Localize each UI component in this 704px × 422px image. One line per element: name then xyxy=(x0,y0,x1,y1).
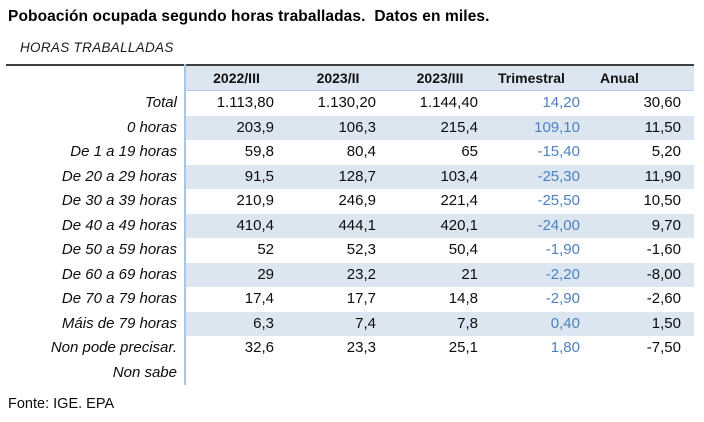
column-header-2023-iii: 2023/III xyxy=(389,64,491,91)
cell: 1.113,80 xyxy=(216,94,274,111)
row-label: Non pode precisar. Non sabe xyxy=(6,336,186,385)
table-row: Máis de 79 horas 6,3 7,4 7,8 0,40 1,50 xyxy=(6,311,694,336)
cell: -15,40 xyxy=(537,143,580,160)
cell: -2,90 xyxy=(545,290,580,307)
cell: 5,20 xyxy=(651,143,681,160)
cell: 52,3 xyxy=(346,241,376,258)
page-title: Poboación ocupada segundo horas traballa… xyxy=(8,8,490,25)
cell: 420,1 xyxy=(389,213,491,238)
corner-cell xyxy=(6,64,186,91)
cell: 246,9 xyxy=(338,192,376,209)
cell: -2,20 xyxy=(491,262,593,287)
table-row: De 20 a 29 horas 91,5 128,7 103,4 -25,30 11,9… xyxy=(6,164,694,189)
cell: 30,60 xyxy=(643,94,681,111)
cell: -25,30 xyxy=(491,164,593,189)
cell: 1.130,20 xyxy=(317,94,376,111)
cell: 52 xyxy=(257,241,274,258)
cell: 23,3 xyxy=(346,339,376,356)
row-label: De 20 a 29 horas xyxy=(6,164,186,189)
cell: 25,1 xyxy=(448,339,478,356)
source-note: Fonte: IGE. EPA xyxy=(8,396,115,412)
table-row: 0 horas 203,9 106,3 215,4 109,10 11,50 xyxy=(6,115,694,140)
column-header-2022-iii: 2022/III xyxy=(185,64,287,91)
cell: 14,20 xyxy=(542,94,580,111)
table-row: De 50 a 59 horas 52 52,3 50,4 -1,90 -1,60 xyxy=(6,238,694,263)
cell: 410,4 xyxy=(185,213,287,238)
table-row: De 70 a 79 horas 17,4 17,7 14,8 -2,90 -2,60 xyxy=(6,287,694,312)
cell: 221,4 xyxy=(440,192,478,209)
cell: 7,8 xyxy=(389,311,491,336)
cell: 65 xyxy=(461,143,478,160)
row-label: De 60 a 69 horas xyxy=(6,262,186,287)
cell: 10,50 xyxy=(643,192,681,209)
cell: 210,9 xyxy=(236,192,274,209)
table-row: Non pode precisar. Non sabe 32,6 23,3 25,1 1,… xyxy=(6,336,694,385)
cell: 128,7 xyxy=(287,164,389,189)
table-caption: HORAS TRABALLADAS xyxy=(20,40,174,55)
cell: 17,7 xyxy=(346,290,376,307)
cell: 215,4 xyxy=(389,115,491,140)
cell: 1,80 xyxy=(550,339,580,356)
cell: 0,40 xyxy=(491,311,593,336)
table-row: De 60 a 69 horas 29 23,2 21 -2,20 -8,00 xyxy=(6,262,694,287)
cell: 1,50 xyxy=(593,311,694,336)
cell: 59,8 xyxy=(244,143,274,160)
cell: 103,4 xyxy=(389,164,491,189)
column-header-2023-ii: 2023/II xyxy=(287,64,389,91)
row-label: De 50 a 59 horas xyxy=(6,238,186,263)
table-row: De 1 a 19 horas 59,8 80,4 65 -15,40 5,20 xyxy=(6,140,694,165)
cell: -2,60 xyxy=(646,290,681,307)
column-header-anual: Anual xyxy=(593,64,694,91)
cell: 80,4 xyxy=(346,143,376,160)
cell: 17,4 xyxy=(244,290,274,307)
row-label: De 40 a 49 horas xyxy=(6,213,186,238)
cell: 14,8 xyxy=(448,290,478,307)
row-label: De 70 a 79 horas xyxy=(6,287,186,312)
cell: 91,5 xyxy=(185,164,287,189)
cell: 6,3 xyxy=(185,311,287,336)
cell: -1,90 xyxy=(545,241,580,258)
cell: 29 xyxy=(185,262,287,287)
hours-worked-table: 2022/III 2023/II 2023/III Trimestral Anual T… xyxy=(6,64,694,385)
table-row: De 30 a 39 horas 210,9 246,9 221,4 -25,50 10,… xyxy=(6,189,694,214)
cell: 32,6 xyxy=(244,339,274,356)
cell: 11,90 xyxy=(593,164,694,189)
cell: 7,4 xyxy=(287,311,389,336)
cell: 50,4 xyxy=(448,241,478,258)
cell: -24,00 xyxy=(491,213,593,238)
cell: 1.144,40 xyxy=(419,94,478,111)
cell: 106,3 xyxy=(287,115,389,140)
cell: 9,70 xyxy=(593,213,694,238)
cell: 109,10 xyxy=(491,115,593,140)
report-page: Poboación ocupada segundo horas traballa… xyxy=(0,8,704,422)
row-label: Total xyxy=(6,90,186,116)
table-header-row: 2022/III 2023/II 2023/III Trimestral Anual xyxy=(6,64,694,91)
cell: 23,2 xyxy=(287,262,389,287)
row-label: De 1 a 19 horas xyxy=(6,140,186,165)
cell: -8,00 xyxy=(593,262,694,287)
cell: 11,50 xyxy=(593,115,694,140)
row-label: 0 horas xyxy=(6,115,186,140)
cell: 21 xyxy=(389,262,491,287)
cell: -1,60 xyxy=(646,241,681,258)
cell: 203,9 xyxy=(185,115,287,140)
table-row: De 40 a 49 horas 410,4 444,1 420,1 -24,00 9,7… xyxy=(6,213,694,238)
row-label: De 30 a 39 horas xyxy=(6,189,186,214)
cell: 444,1 xyxy=(287,213,389,238)
cell: -25,50 xyxy=(537,192,580,209)
row-label: Máis de 79 horas xyxy=(6,311,186,336)
column-header-trimestral: Trimestral xyxy=(491,64,593,91)
table-row: Total 1.113,80 1.130,20 1.144,40 14,20 30,60 xyxy=(6,90,694,116)
cell: -7,50 xyxy=(646,339,681,356)
